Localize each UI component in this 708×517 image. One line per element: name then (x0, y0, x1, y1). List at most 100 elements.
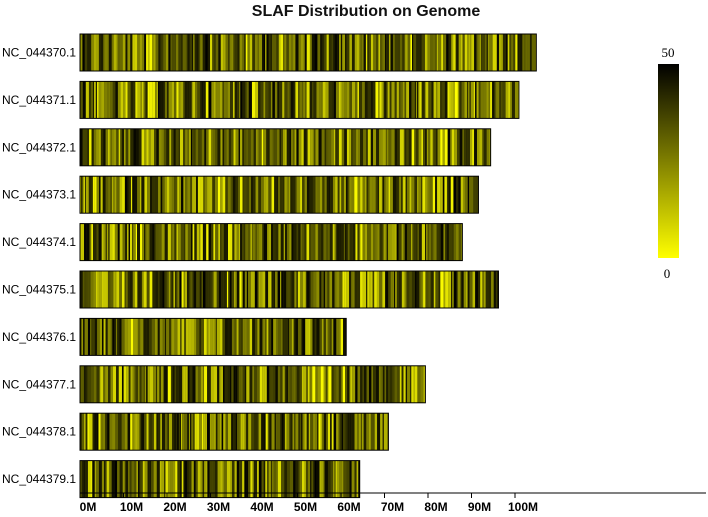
density-stripe (195, 81, 198, 119)
density-stripe (104, 81, 108, 119)
density-stripe (191, 413, 193, 451)
density-stripe (143, 81, 146, 119)
density-stripe (309, 271, 311, 308)
density-stripe (148, 34, 150, 71)
density-stripe (107, 318, 111, 356)
density-stripe (195, 365, 198, 403)
density-stripe (396, 176, 398, 214)
density-stripe (167, 81, 169, 119)
density-stripe (358, 81, 363, 119)
density-stripe (281, 413, 284, 451)
density-stripe (229, 365, 232, 403)
density-stripe (144, 460, 148, 498)
density-stripe (89, 223, 92, 261)
density-stripe (391, 223, 395, 261)
density-stripe (187, 223, 191, 261)
density-stripe (202, 34, 206, 71)
density-stripe (205, 460, 208, 498)
density-stripe (214, 460, 218, 498)
density-stripe (206, 318, 209, 356)
density-stripe (259, 318, 263, 356)
density-stripe (184, 413, 188, 451)
density-stripe (84, 271, 87, 308)
density-stripe (326, 413, 329, 451)
density-stripe (120, 128, 122, 166)
density-stripe (128, 128, 131, 166)
density-stripe (301, 128, 304, 166)
density-stripe (364, 81, 368, 119)
density-stripe (464, 81, 468, 119)
density-stripe (345, 176, 348, 214)
density-stripe (274, 413, 276, 451)
density-stripe (377, 413, 381, 451)
density-stripe (87, 460, 91, 498)
x-tick-label: 20M (163, 500, 186, 514)
density-stripe (144, 176, 148, 214)
density-stripe (517, 34, 520, 71)
density-stripe (140, 271, 142, 308)
density-stripe (103, 271, 107, 308)
density-stripe (355, 81, 358, 119)
density-stripe (357, 176, 361, 214)
density-stripe (292, 176, 296, 214)
density-stripe (143, 318, 147, 356)
density-stripe (148, 223, 150, 261)
density-stripe (122, 34, 126, 71)
density-stripe (353, 128, 357, 166)
density-stripe (167, 460, 171, 498)
density-stripe (324, 34, 327, 71)
density-stripe (362, 34, 364, 71)
density-stripe (396, 81, 399, 119)
density-stripe (161, 223, 165, 261)
density-stripe (284, 223, 288, 261)
density-stripe (483, 271, 486, 308)
density-stripe (320, 81, 323, 119)
density-stripe (317, 34, 321, 71)
density-stripe (322, 34, 325, 71)
density-stripe (140, 318, 144, 356)
chromosome-row: NC_044376.1 (2, 317, 347, 356)
density-stripe (309, 34, 312, 71)
density-stripe (406, 128, 408, 166)
density-stripe (174, 223, 177, 261)
density-stripe (286, 176, 288, 214)
density-stripe (427, 34, 431, 71)
density-stripe (197, 176, 201, 214)
density-stripe (483, 128, 487, 166)
density-stripe (274, 176, 277, 214)
density-stripe (424, 34, 428, 71)
density-stripe (294, 365, 296, 403)
density-stripe (159, 460, 162, 498)
density-stripe (252, 223, 254, 261)
density-stripe (156, 81, 158, 119)
density-stripe (524, 34, 526, 71)
density-stripe (107, 34, 109, 71)
density-stripe (320, 34, 323, 71)
density-stripe (233, 271, 236, 308)
density-stripe (196, 176, 198, 214)
density-stripe (157, 413, 161, 451)
density-stripe (263, 176, 266, 214)
density-stripe (469, 271, 473, 308)
density-stripe (185, 128, 188, 166)
density-stripe (220, 413, 222, 451)
density-stripe (123, 81, 126, 119)
density-stripe (272, 34, 274, 71)
density-stripe (240, 176, 243, 214)
density-stripe (418, 81, 420, 119)
density-stripe (244, 365, 247, 403)
density-stripe (262, 365, 265, 403)
density-stripe (187, 34, 190, 71)
density-stripe (286, 128, 289, 166)
density-stripe (452, 81, 455, 119)
density-stripe (136, 318, 138, 356)
density-stripe (309, 223, 311, 261)
density-stripe (264, 365, 267, 403)
density-stripe (329, 271, 333, 308)
density-stripe (300, 223, 303, 261)
density-stripe (93, 271, 96, 308)
density-stripe (351, 128, 354, 166)
density-stripe (399, 128, 403, 166)
density-stripe (82, 128, 86, 166)
density-stripe (245, 223, 249, 261)
